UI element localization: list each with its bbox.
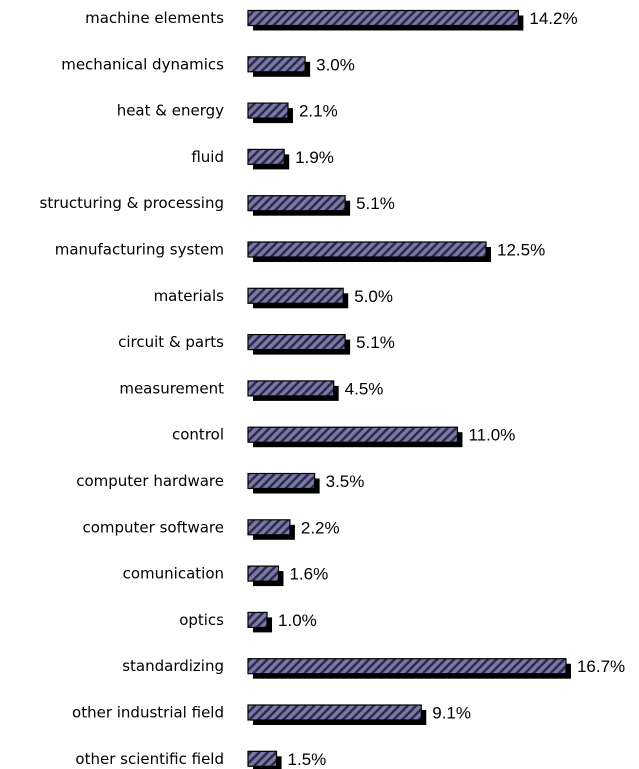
bar-computer-software — [247, 519, 291, 536]
value-labels: 14.2% 3.0% 2.1% 1.9% 5.1% 12.5% 5.0% 5.1% 4.5% 11… — [278, 9, 625, 769]
value-label-computer-software: 2.2% — [301, 518, 340, 537]
category-label-control: control — [172, 426, 224, 444]
value-label-other-scientific-field: 1.5% — [288, 750, 327, 769]
bar-materials — [247, 287, 344, 304]
category-label-other-scientific-field: other scientific field — [75, 750, 224, 768]
value-label-fluid: 1.9% — [295, 148, 334, 167]
value-label-mechanical-dynamics: 3.0% — [316, 55, 355, 74]
value-label-computer-hardware: 3.5% — [326, 472, 365, 491]
category-label-manufacturing-system: manufacturing system — [55, 241, 224, 259]
value-label-optics: 1.0% — [278, 611, 317, 630]
bar-heat-and-energy — [247, 102, 289, 119]
category-label-structuring-and-processing: structuring & processing — [40, 194, 224, 212]
category-label-computer-software: computer software — [82, 518, 224, 536]
bar-machine-elements — [247, 9, 519, 27]
category-labels: machine elements mechanical dynamics heat … — [40, 9, 225, 768]
category-label-heat-and-energy: heat & energy — [117, 102, 224, 120]
category-label-mechanical-dynamics: mechanical dynamics — [61, 55, 224, 73]
value-label-circuit-and-parts: 5.1% — [356, 333, 395, 352]
category-label-fluid: fluid — [191, 148, 224, 166]
value-label-other-industrial-field: 9.1% — [432, 704, 471, 723]
value-label-structuring-and-processing: 5.1% — [356, 194, 395, 213]
bar-other-industrial-field — [247, 704, 422, 721]
bar-comunication — [247, 565, 280, 582]
bar-measurement — [247, 380, 335, 397]
category-label-optics: optics — [179, 611, 224, 629]
bar-optics — [247, 611, 268, 629]
category-label-measurement: measurement — [119, 379, 224, 397]
category-label-circuit-and-parts: circuit & parts — [118, 333, 224, 351]
category-label-other-industrial-field: other industrial field — [72, 704, 224, 722]
bar-manufacturing-system — [247, 241, 487, 258]
bar-structuring-and-processing — [247, 195, 346, 212]
value-label-manufacturing-system: 12.5% — [497, 241, 545, 260]
bar-other-scientific-field — [247, 750, 278, 767]
value-label-comunication: 1.6% — [289, 565, 328, 584]
value-label-standardizing: 16.7% — [577, 657, 625, 676]
bar-control — [247, 426, 459, 443]
value-label-control: 11.0% — [468, 426, 515, 445]
bar-circuit-and-parts — [247, 334, 346, 351]
bar-standardizing — [247, 658, 567, 675]
value-label-materials: 5.0% — [354, 287, 393, 306]
category-label-materials: materials — [154, 287, 225, 305]
category-label-comunication: comunication — [123, 565, 224, 583]
category-label-computer-hardware: computer hardware — [76, 472, 224, 490]
bar-computer-hardware — [247, 472, 316, 490]
bars — [247, 9, 567, 767]
value-label-machine-elements: 14.2% — [529, 9, 577, 28]
category-label-machine-elements: machine elements — [85, 9, 224, 27]
value-label-measurement: 4.5% — [345, 379, 384, 398]
value-label-heat-and-energy: 2.1% — [299, 102, 338, 121]
bar-fluid — [247, 148, 285, 165]
category-label-standardizing: standardizing — [122, 657, 224, 675]
bar-mechanical-dynamics — [247, 56, 306, 73]
